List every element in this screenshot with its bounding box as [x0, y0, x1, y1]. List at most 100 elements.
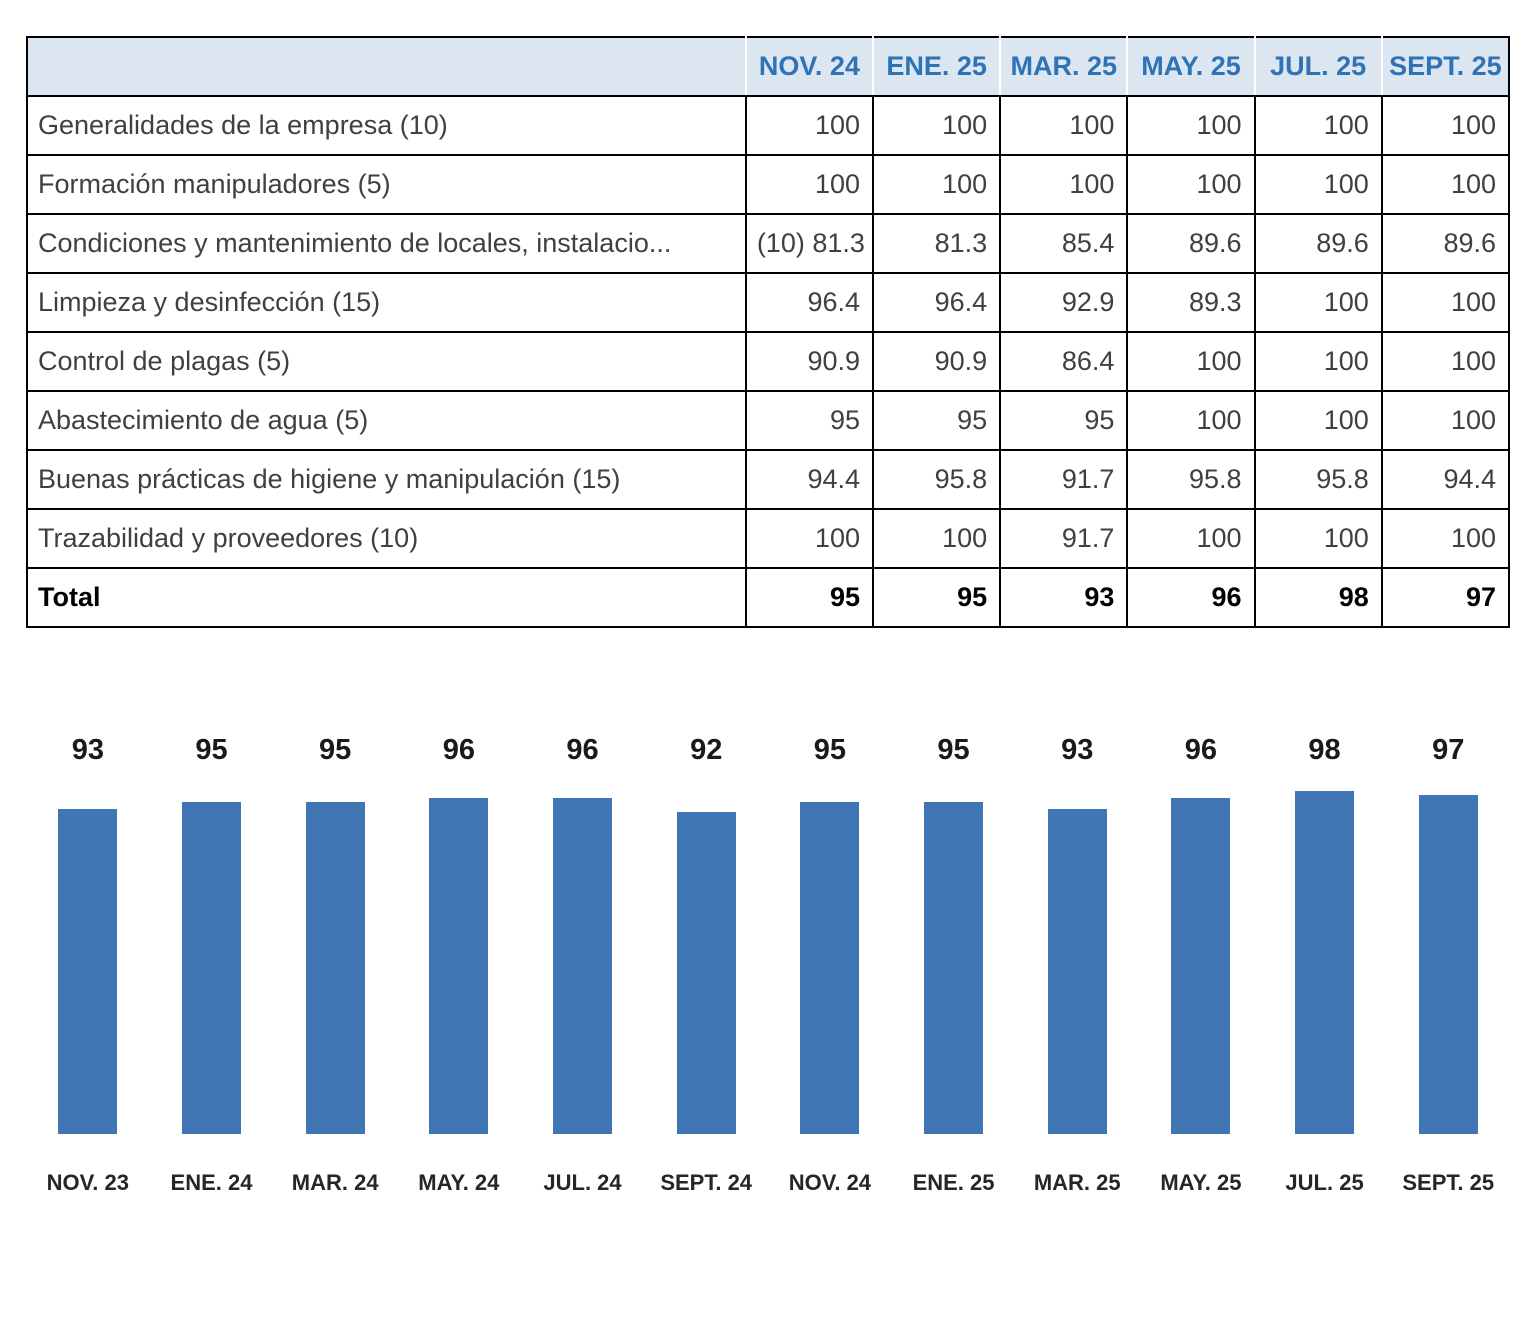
row-value-cell: 100	[744, 508, 875, 569]
bar	[676, 812, 736, 1134]
row-category-label: Generalidades de la empresa (10)	[26, 95, 747, 156]
bar-category-label: NOV. 24	[788, 1170, 872, 1195]
row-value-cell: 96	[1126, 567, 1256, 628]
row-category-label: Limpieza y desinfección (15)	[26, 272, 747, 333]
table-row: Buenas prácticas de higiene y manipulaci…	[26, 449, 1511, 510]
bar	[924, 801, 984, 1134]
table-header-empty	[26, 36, 747, 97]
table-header-month: NOV. 24	[744, 36, 875, 97]
row-value-cell: 91.7	[999, 508, 1129, 569]
table-row: Formación manipuladores (5) 100 100 100 100 1…	[26, 154, 1511, 215]
row-value-cell: 95	[744, 390, 875, 451]
row-value-cell: 100	[1380, 95, 1511, 156]
row-value-cell: 93	[999, 567, 1129, 628]
bar-value-label: 96	[1184, 734, 1218, 766]
row-value-cell: 89.3	[1126, 272, 1256, 333]
bar-value-label: 93	[71, 734, 104, 766]
row-value-cell: 100	[1126, 154, 1256, 215]
report-page: NOV. 24 ENE. 25 MAR. 25 MAY. 25 JUL. 25 SEPT.…	[26, 36, 1511, 1196]
audit-scores-table: NOV. 24 ENE. 25 MAR. 25 MAY. 25 JUL. 25 SEPT.…	[26, 36, 1511, 628]
chart-column: 98 JUL. 25	[1263, 732, 1387, 1196]
row-value-cell: 100	[1126, 390, 1256, 451]
bar-track	[397, 784, 521, 1134]
bar-track	[1015, 784, 1139, 1134]
bar-category-label: MAY. 24	[418, 1170, 500, 1195]
bar-value-label: 95	[937, 734, 970, 766]
row-value-cell: 86.4	[999, 331, 1129, 392]
row-value-cell: 100	[1126, 95, 1256, 156]
chart-column: 96 JUL. 24	[521, 732, 645, 1196]
row-value-cell: 100	[1253, 95, 1383, 156]
row-value-cell: 95	[871, 567, 1002, 628]
bar-category-label: ENE. 25	[912, 1170, 995, 1195]
bar-category-label: MAY. 25	[1160, 1170, 1242, 1195]
bar-value-label: 98	[1308, 734, 1341, 766]
bar	[553, 798, 613, 1134]
row-value-cell: 100	[1253, 154, 1383, 215]
bar-track	[521, 784, 645, 1134]
row-category-label: Formación manipuladores (5)	[26, 154, 747, 215]
bar-track	[768, 784, 892, 1134]
row-value-cell: 100	[871, 154, 1002, 215]
bar-value-label: 96	[442, 734, 475, 766]
row-value-cell: 89.6	[1380, 213, 1511, 274]
row-value-cell: 91.7	[999, 449, 1129, 510]
table-header-month: MAR. 25	[999, 36, 1129, 97]
bar-category-label: JUL. 25	[1285, 1170, 1364, 1195]
row-value-cell: 100	[1380, 390, 1511, 451]
row-category-label: Total	[26, 567, 747, 628]
table-row: Trazabilidad y proveedores (10) 100 100 91.…	[26, 508, 1511, 569]
row-value-cell: 100	[1253, 508, 1383, 569]
bar	[182, 801, 241, 1134]
bar-track	[644, 784, 768, 1134]
row-value-cell: 100	[1126, 508, 1256, 569]
bar	[305, 801, 365, 1134]
chart-column: 95 MAR. 24	[273, 732, 397, 1196]
chart-column: 95 ENE. 24	[150, 732, 274, 1196]
row-value-cell: 100	[999, 95, 1129, 156]
table-row: Condiciones y mantenimiento de locales, …	[26, 213, 1511, 274]
row-category-label: Condiciones y mantenimiento de locales, …	[26, 213, 747, 274]
row-value-cell: 100	[1253, 331, 1383, 392]
bar-value-label: 92	[690, 734, 723, 766]
row-value-cell: 100	[1253, 390, 1383, 451]
bar-track	[26, 784, 150, 1134]
bar-category-label: SEPT. 24	[660, 1170, 753, 1195]
chart-column: 93 MAR. 25	[1015, 732, 1139, 1196]
row-value-cell: 90.9	[871, 331, 1002, 392]
row-category-label: Trazabilidad y proveedores (10)	[26, 508, 747, 569]
bar-track	[273, 784, 397, 1134]
row-value-cell: 100	[1380, 154, 1511, 215]
bar-category-label: ENE. 24	[170, 1170, 253, 1195]
bar-category-label: JUL. 24	[543, 1170, 622, 1195]
row-value-cell: 95	[999, 390, 1129, 451]
row-value-cell: 95.8	[871, 449, 1002, 510]
chart-column: 93 NOV. 23	[26, 732, 150, 1196]
bar	[1418, 794, 1478, 1134]
row-value-cell: 100	[1380, 272, 1511, 333]
row-value-cell: 100	[744, 95, 875, 156]
bar	[429, 798, 489, 1134]
row-value-cell: 100	[744, 154, 875, 215]
row-value-cell: 97	[1380, 567, 1511, 628]
bar-track	[1139, 784, 1263, 1134]
bar-value-label: 97	[1432, 734, 1465, 766]
row-value-cell: 95	[744, 567, 875, 628]
bar-category-label: MAR. 24	[291, 1170, 379, 1195]
row-value-cell: 94.4	[1380, 449, 1511, 510]
chart-column: 97 SEPT. 25	[1386, 732, 1510, 1196]
bar-track	[150, 784, 274, 1134]
chart-column: 95 NOV. 24	[768, 732, 892, 1196]
bar-category-label: NOV. 23	[46, 1170, 130, 1195]
bar	[58, 808, 118, 1134]
row-value-cell: 96.4	[871, 272, 1002, 333]
table-header-row: NOV. 24 ENE. 25 MAR. 25 MAY. 25 JUL. 25 SEPT.…	[26, 36, 1511, 97]
bar	[1295, 791, 1355, 1134]
bar-category-label: SEPT. 25	[1402, 1170, 1495, 1195]
bar	[1047, 808, 1107, 1134]
bar	[800, 801, 860, 1134]
row-value-cell: 94.4	[744, 449, 875, 510]
bar-track	[1386, 784, 1510, 1134]
row-value-cell: 96.4	[744, 272, 875, 333]
bar-value-label: 95	[813, 734, 846, 766]
